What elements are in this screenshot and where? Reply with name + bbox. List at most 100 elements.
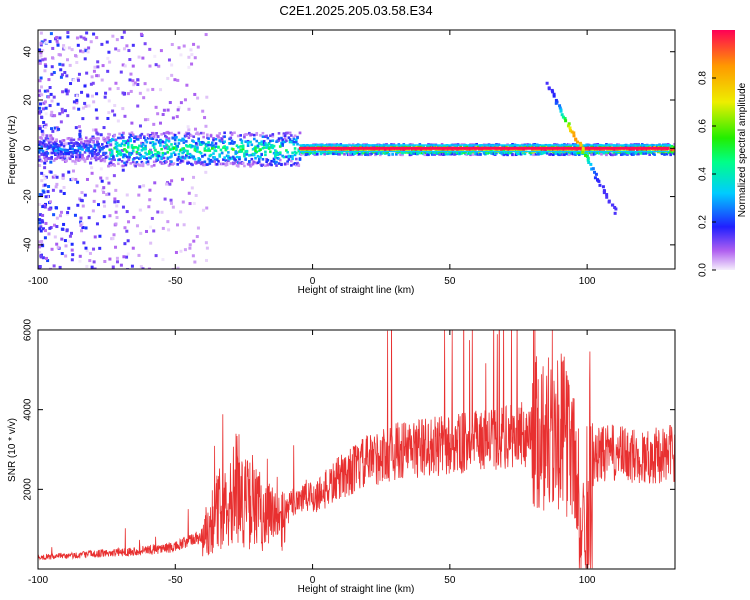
heatmap-cell — [540, 145, 544, 149]
heatmap-cell — [379, 153, 382, 157]
heatmap-cell — [259, 148, 262, 151]
heatmap-cell — [133, 81, 137, 85]
heatmap-cell — [170, 43, 174, 47]
heatmap-cell — [639, 152, 643, 155]
heatmap-cell — [611, 153, 614, 157]
heatmap-cell — [188, 152, 192, 156]
heatmap-cell — [152, 164, 156, 167]
heatmap-cell — [301, 148, 304, 152]
heatmap-cell — [217, 135, 220, 138]
heatmap-cell — [98, 234, 102, 238]
heatmap-cell — [469, 153, 472, 157]
heatmap-cell — [69, 82, 73, 86]
heatmap-cell — [55, 225, 59, 229]
heatmap-cell — [80, 141, 83, 145]
heatmap-cell — [122, 155, 125, 159]
heatmap-cell — [111, 237, 115, 241]
heatmap-cell — [578, 141, 582, 145]
heatmap-cell — [79, 49, 83, 53]
heatmap-cell — [38, 158, 42, 162]
heatmap-cell — [193, 56, 197, 60]
heatmap-cell — [115, 144, 119, 148]
heatmap-cell — [600, 151, 603, 154]
heatmap-cell — [142, 184, 146, 188]
heatmap-cell — [78, 129, 82, 133]
heatmap-cell — [160, 157, 163, 160]
heatmap-cell — [105, 176, 109, 180]
heatmap-cell — [179, 249, 183, 253]
heatmap-cell — [102, 190, 106, 194]
heatmap-cell — [150, 131, 154, 135]
heatmap-cell — [78, 259, 82, 263]
heatmap-cell — [203, 160, 207, 164]
heatmap-cell — [660, 152, 664, 156]
heatmap-cell — [73, 149, 77, 152]
heatmap-cell — [83, 160, 87, 163]
heatmap-cell — [256, 146, 260, 149]
heatmap-cell — [102, 126, 106, 130]
heatmap-cell — [53, 145, 57, 149]
heatmap-cell — [120, 133, 124, 137]
heatmap-cell — [165, 138, 168, 142]
heatmap-cell — [55, 126, 59, 130]
heatmap-cell — [74, 126, 78, 130]
heatmap-cell — [607, 200, 611, 204]
heatmap-cell — [140, 132, 144, 136]
heatmap-cell — [244, 158, 247, 161]
heatmap-cell — [167, 164, 171, 167]
heatmap-cell — [60, 152, 63, 156]
heatmap-cell — [127, 220, 131, 224]
heatmap-cell — [152, 146, 156, 149]
heatmap-cell — [287, 154, 291, 158]
heatmap-cell — [51, 46, 55, 50]
heatmap-cell — [87, 154, 91, 158]
heatmap-cell — [673, 142, 675, 146]
heatmap-cell — [220, 138, 224, 142]
heatmap-cell — [168, 101, 172, 105]
heatmap-cell — [266, 163, 270, 167]
heatmap-cell — [663, 153, 666, 156]
heatmap-cell — [590, 167, 594, 171]
heatmap-cell — [260, 140, 264, 144]
heatmap-cell — [63, 109, 67, 113]
heatmap-cell — [277, 132, 281, 135]
heatmap-cell — [103, 139, 107, 143]
heatmap-cell — [106, 116, 110, 120]
heatmap-cell — [138, 185, 142, 189]
snr-frame — [37, 329, 676, 570]
heatmap-cell — [551, 153, 555, 157]
heatmap-cell — [568, 153, 571, 157]
heatmap-cell — [44, 221, 48, 225]
heatmap-cell — [100, 42, 104, 46]
heatmap-cell — [248, 131, 251, 135]
heatmap-cell — [230, 139, 234, 143]
heatmap-cell — [164, 141, 167, 144]
heatmap-cell — [99, 167, 103, 171]
heatmap-cell — [186, 125, 190, 129]
heatmap-cell — [369, 144, 372, 148]
heatmap-cell — [145, 140, 149, 144]
heatmap-cell — [564, 119, 568, 123]
heatmap-cell — [617, 145, 621, 148]
heatmap-cell — [292, 140, 296, 144]
heatmap-cell — [78, 135, 82, 139]
heatmap-cell — [587, 160, 591, 164]
heatmap-cell — [318, 145, 322, 148]
heatmap-cell — [563, 153, 566, 157]
heatmap-cell — [50, 110, 54, 114]
heatmap-cell — [176, 108, 180, 112]
heatmap-cell — [475, 142, 478, 146]
heatmap-cell — [154, 149, 157, 152]
heatmap-cell — [176, 163, 179, 166]
heatmap-cell — [131, 246, 135, 250]
heatmap-cell — [165, 131, 168, 135]
heatmap-cell — [121, 131, 125, 135]
heatmap-cell — [236, 145, 240, 149]
heatmap-cell — [146, 133, 150, 136]
heatmap-cell — [60, 151, 63, 154]
heatmap-cell — [299, 153, 303, 156]
heatmap-cell — [572, 134, 576, 138]
heatmap-cell — [563, 117, 567, 121]
heatmap-cell — [112, 155, 115, 158]
heatmap-cell — [41, 213, 45, 217]
